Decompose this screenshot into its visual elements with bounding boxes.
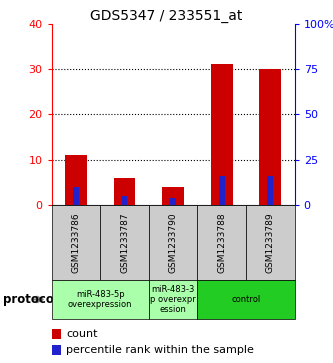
Text: GSM1233788: GSM1233788 xyxy=(217,212,226,273)
Bar xyxy=(259,69,281,205)
Bar xyxy=(114,178,136,205)
Bar xyxy=(65,155,87,205)
Bar xyxy=(267,176,273,205)
Bar xyxy=(219,176,225,205)
Bar xyxy=(170,198,176,205)
Text: GSM1233789: GSM1233789 xyxy=(266,212,275,273)
Text: miR-483-5p
overexpression: miR-483-5p overexpression xyxy=(68,290,133,309)
Text: protocol: protocol xyxy=(3,293,58,306)
Bar xyxy=(162,187,184,205)
Text: count: count xyxy=(66,329,98,339)
Text: miR-483-3
p overexpr
ession: miR-483-3 p overexpr ession xyxy=(150,285,196,314)
Bar xyxy=(73,187,79,205)
Bar xyxy=(122,196,128,205)
Text: GSM1233790: GSM1233790 xyxy=(168,212,178,273)
Text: percentile rank within the sample: percentile rank within the sample xyxy=(66,345,254,355)
Text: GDS5347 / 233551_at: GDS5347 / 233551_at xyxy=(90,9,243,23)
Text: control: control xyxy=(231,295,261,304)
Bar xyxy=(211,65,233,205)
Text: GSM1233787: GSM1233787 xyxy=(120,212,129,273)
Text: GSM1233786: GSM1233786 xyxy=(71,212,81,273)
